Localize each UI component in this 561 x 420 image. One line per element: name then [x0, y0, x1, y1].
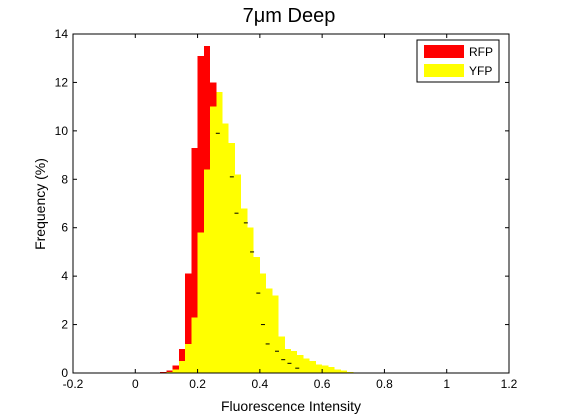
x-tick-label: 0.8 [376, 377, 393, 391]
rfp-bar [185, 273, 192, 373]
legend: RFP YFP [416, 39, 500, 83]
x-tick-label: 0.4 [252, 377, 269, 391]
x-axis-ticks: -0.2 0 0.2 0.4 0.6 0.8 1 1.2 [63, 34, 518, 391]
yfp-bar [191, 317, 198, 373]
bin-markers [215, 132, 300, 369]
yfp-bar [315, 364, 323, 373]
legend-label-yfp: YFP [469, 64, 492, 78]
yfp-bar [247, 227, 254, 373]
x-tick-label: 0 [132, 377, 139, 391]
yfp-bar [297, 354, 304, 373]
y-tick-label: 14 [55, 27, 69, 41]
yfp-bar [178, 360, 186, 373]
y-tick-label: 12 [55, 75, 69, 89]
yfp-bar [228, 142, 235, 373]
rfp-bar [166, 370, 173, 373]
x-tick-label: 1 [443, 377, 450, 391]
yfp-bar [303, 358, 310, 373]
yfp-bar [334, 369, 341, 373]
axes-background [73, 34, 509, 373]
y-tick-label: 4 [61, 269, 68, 283]
rfp-bar [197, 55, 204, 373]
x-tick-label: 0.2 [189, 377, 206, 391]
yfp-bar [328, 366, 335, 373]
legend-swatch-rfp [424, 45, 464, 58]
yfp-bar [259, 273, 267, 373]
yfp-bar [166, 371, 173, 373]
yfp-bars [166, 92, 360, 374]
y-tick-label: 8 [61, 172, 68, 186]
yfp-bar [216, 92, 223, 374]
yfp-bar [272, 295, 279, 373]
yfp-bar [241, 208, 248, 373]
yfp-bar [197, 232, 204, 373]
y-tick-label: 6 [61, 221, 68, 235]
yfp-bar [340, 370, 348, 373]
legend-swatch-yfp [424, 64, 464, 77]
y-tick-label: 2 [61, 318, 68, 332]
x-tick-label: 0.6 [314, 377, 331, 391]
yfp-bar [309, 360, 316, 373]
axes-box [72, 33, 510, 374]
x-axis-label: Fluorescence Intensity [221, 398, 361, 414]
yfp-bar [210, 106, 217, 373]
legend-label-rfp: RFP [469, 45, 493, 59]
x-tick-label: -0.2 [63, 377, 84, 391]
yfp-bar [172, 369, 179, 373]
x-tick-label: 1.2 [501, 377, 518, 391]
yfp-bar [291, 351, 298, 373]
yfp-bar [222, 123, 229, 373]
yfp-bar [253, 256, 260, 373]
y-axis-ticks: 0 2 4 6 8 10 12 14 [55, 27, 509, 380]
yfp-bar [284, 348, 291, 373]
yfp-bar [278, 336, 285, 373]
yfp-bar [347, 371, 354, 373]
rfp-bar [191, 147, 198, 373]
yfp-bar [266, 288, 273, 373]
chart-title: 7μm Deep [243, 5, 336, 27]
yfp-bar [203, 169, 211, 373]
y-tick-label: 10 [55, 124, 69, 138]
yfp-bar [322, 365, 329, 373]
y-tick-label: 0 [61, 366, 68, 380]
yfp-bar [234, 174, 242, 373]
yfp-bar [185, 343, 192, 373]
rfp-bar [160, 371, 167, 373]
y-axis-label: Frequency (%) [32, 158, 48, 250]
